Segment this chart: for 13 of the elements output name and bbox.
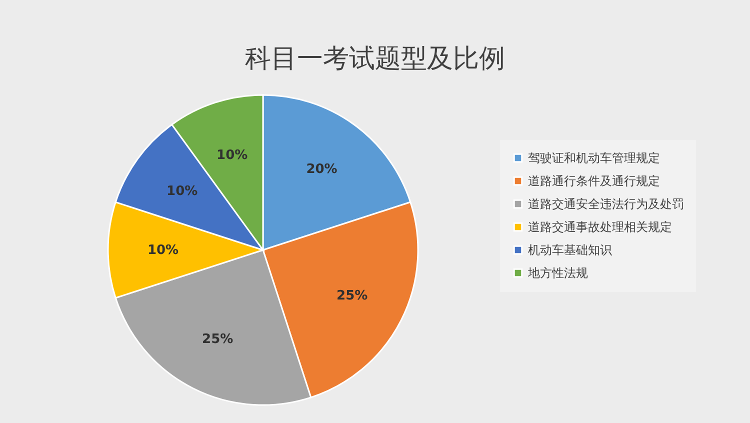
legend-label: 道路交通安全违法行为及处罚 [528,197,684,211]
legend-label: 机动车基础知识 [528,243,612,257]
legend-label: 道路通行条件及通行规定 [528,174,660,188]
legend-label: 地方性法规 [527,266,588,280]
data-label: 25% [336,288,368,304]
data-label: 25% [202,332,234,348]
legend-label: 道路交通事故处理相关规定 [528,220,672,234]
data-label: 10% [147,243,179,258]
legend-label: 驾驶证和机动车管理规定 [528,151,660,165]
data-label: 10% [166,184,198,200]
data-label: 10% [216,148,248,163]
chart-title: 科目一考试题型及比例 [245,44,505,74]
data-label: 20% [306,162,338,178]
